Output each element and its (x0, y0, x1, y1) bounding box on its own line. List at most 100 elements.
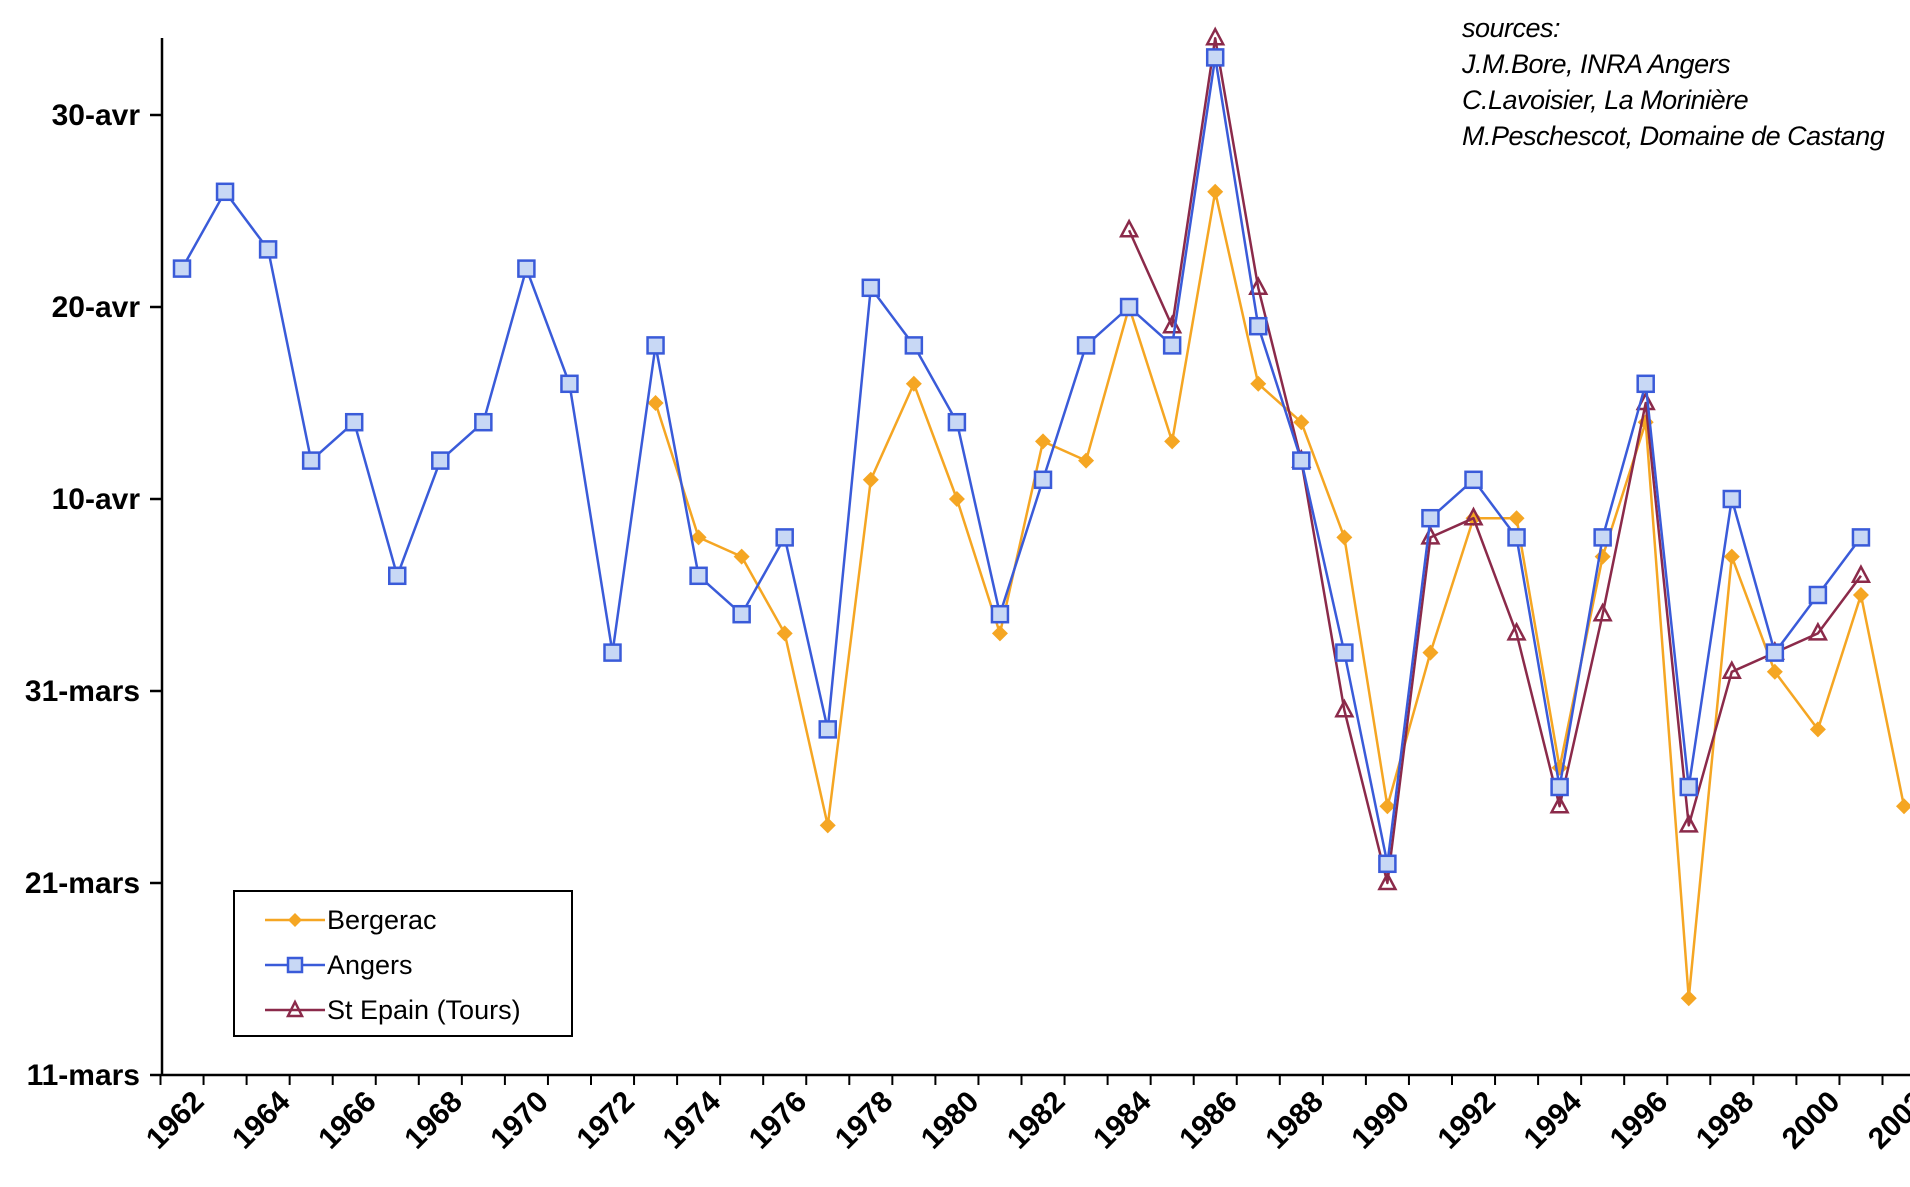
y-tick-label: 11-mars (27, 1059, 140, 1092)
data-point (948, 491, 965, 507)
data-point (301, 451, 321, 470)
legend-swatch-square-icon (265, 956, 325, 974)
data-point (1679, 777, 1698, 797)
x-tick-label: 1994 (1518, 1085, 1589, 1156)
data-point (1678, 813, 1699, 833)
data-point (1680, 990, 1697, 1007)
data-point (258, 240, 278, 259)
data-point (1035, 433, 1051, 450)
x-tick-label: 2000 (1776, 1085, 1847, 1156)
x-tick-label: 1964 (226, 1085, 297, 1156)
data-point (818, 720, 837, 739)
data-point (689, 566, 708, 586)
data-point (1076, 336, 1096, 355)
data-point (172, 259, 192, 278)
data-point (776, 625, 793, 642)
x-tick-label: 1980 (915, 1085, 986, 1156)
sources-note: sources: J.M.Bore, INRA Angers C.Lavoisi… (1462, 10, 1885, 154)
x-tick-label: 1998 (1690, 1085, 1761, 1156)
data-point (690, 529, 707, 546)
data-point (775, 528, 794, 547)
data-point (904, 336, 924, 355)
data-point (1205, 26, 1226, 46)
data-point (647, 395, 664, 411)
data-point (1421, 508, 1440, 528)
x-tick-label: 1982 (1001, 1085, 1072, 1156)
data-point (1250, 375, 1267, 392)
series-line (654, 190, 1906, 1000)
data-point (1766, 663, 1783, 680)
data-point (1592, 602, 1613, 622)
data-point (1422, 644, 1439, 661)
x-tick-label: 1978 (829, 1085, 900, 1156)
x-tick-label: 1984 (1087, 1085, 1158, 1156)
sources-line: J.M.Bore, INRA Angers (1462, 49, 1731, 79)
data-point (388, 566, 407, 586)
data-point (1334, 698, 1355, 718)
data-point (1850, 564, 1872, 584)
data-point (1636, 374, 1655, 394)
data-point (1807, 621, 1828, 641)
data-point (1852, 587, 1869, 603)
data-point (1506, 621, 1527, 641)
series-st-epain-tours (1119, 26, 1872, 891)
data-point (1033, 470, 1053, 490)
data-point (517, 259, 536, 278)
legend-item-bergerac: Bergerac (265, 900, 437, 940)
data-point (560, 374, 579, 394)
data-point (474, 412, 493, 432)
x-tick-label: 1988 (1259, 1085, 1330, 1156)
data-point (1851, 528, 1871, 547)
data-point (1550, 777, 1569, 797)
data-point (1593, 528, 1612, 547)
data-point (1420, 525, 1441, 545)
data-point (1594, 548, 1611, 565)
data-point (646, 336, 665, 355)
x-tick-label: 1974 (657, 1085, 728, 1156)
data-point (1379, 798, 1396, 815)
series-layer (172, 26, 1910, 1007)
data-point (1292, 451, 1311, 470)
legend-item-angers: Angers (265, 945, 413, 985)
data-point (990, 604, 1010, 624)
sources-heading: sources: (1462, 13, 1561, 43)
data-point (1463, 506, 1484, 526)
data-point (732, 604, 751, 624)
data-point (431, 451, 450, 470)
data-point (1723, 548, 1740, 565)
y-tick-label: 21-mars (25, 867, 140, 900)
x-tick-label: 1962 (140, 1085, 211, 1156)
data-point (1464, 470, 1483, 490)
data-point (905, 375, 922, 392)
data-point (1377, 871, 1398, 891)
data-point (1207, 183, 1224, 200)
y-tick-label: 30-avr (52, 99, 141, 132)
data-point (1551, 759, 1568, 776)
legend-label: Bergerac (327, 904, 437, 935)
data-point (1162, 336, 1182, 355)
data-point (991, 625, 1008, 642)
data-point (1293, 414, 1310, 431)
data-point (861, 278, 881, 298)
series-angers (172, 48, 1871, 874)
data-point (1508, 510, 1525, 527)
x-tick-label: 1986 (1173, 1085, 1244, 1156)
y-tick-label: 10-avr (52, 483, 141, 516)
data-point (1248, 276, 1269, 296)
data-point (1078, 452, 1095, 469)
data-point (344, 412, 364, 432)
data-point (1722, 489, 1742, 509)
sources-line: C.Lavoisier, La Morinière (1462, 85, 1749, 115)
data-point (1378, 854, 1397, 874)
data-point (1507, 528, 1526, 547)
x-tick-label: 1990 (1345, 1085, 1416, 1156)
x-tick-label: 1976 (743, 1085, 814, 1156)
series-bergerac (647, 183, 1910, 1007)
data-point (947, 412, 967, 432)
legend-swatch-diamond-icon (265, 913, 325, 927)
data-point (603, 643, 622, 662)
x-tick-label: 2002 (1862, 1085, 1910, 1156)
y-tick-label: 31-mars (25, 675, 140, 708)
x-tick-label: 1966 (312, 1085, 383, 1156)
data-point (1808, 585, 1828, 605)
